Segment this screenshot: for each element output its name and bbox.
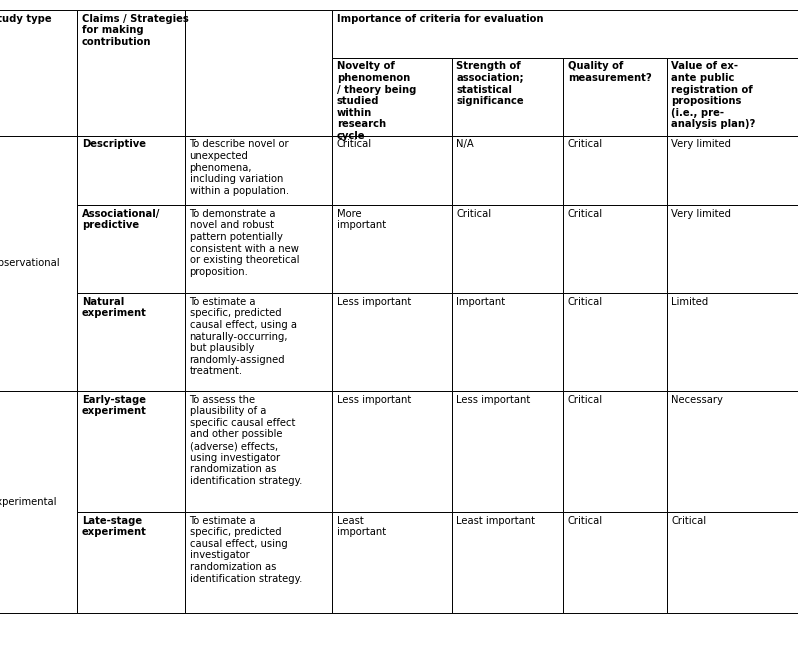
- Bar: [332, 205, 452, 293]
- Text: Early-stage
experiment: Early-stage experiment: [82, 395, 147, 416]
- Text: To estimate a
specific, predicted
causal effect, using
investigator
randomizatio: To estimate a specific, predicted causal…: [190, 516, 302, 584]
- Text: Descriptive: Descriptive: [82, 139, 146, 149]
- Text: Least
important: Least important: [337, 516, 386, 537]
- Text: To demonstrate a
novel and robust
pattern potentially
consistent with a new
or e: To demonstrate a novel and robust patter…: [190, 209, 299, 277]
- Text: Claims / Strategies
for making
contribution: Claims / Strategies for making contribut…: [82, 14, 189, 47]
- Bar: [452, 293, 563, 391]
- Text: Associational/
predictive: Associational/ predictive: [82, 209, 160, 231]
- Bar: [332, 136, 452, 205]
- Bar: [332, 58, 452, 136]
- Bar: [0, 391, 77, 613]
- Bar: [452, 205, 563, 293]
- Bar: [77, 391, 185, 512]
- Bar: [452, 512, 563, 613]
- Bar: [452, 136, 563, 205]
- Text: Quality of
measurement?: Quality of measurement?: [568, 61, 652, 83]
- Bar: [563, 512, 666, 613]
- Bar: [666, 58, 798, 136]
- Text: Very limited: Very limited: [671, 139, 732, 149]
- Bar: [666, 391, 798, 512]
- Bar: [185, 293, 332, 391]
- Bar: [563, 136, 666, 205]
- Text: Critical: Critical: [568, 395, 603, 405]
- Text: Critical: Critical: [568, 297, 603, 307]
- Text: Value of ex-
ante public
registration of
propositions
(i.e., pre-
analysis plan): Value of ex- ante public registration of…: [671, 61, 756, 130]
- Text: Critical: Critical: [568, 209, 603, 219]
- Bar: [332, 391, 452, 512]
- Bar: [185, 391, 332, 512]
- Bar: [332, 512, 452, 613]
- Text: N/A: N/A: [456, 139, 474, 149]
- Text: To describe novel or
unexpected
phenomena,
including variation
within a populati: To describe novel or unexpected phenomen…: [190, 139, 289, 196]
- Text: Importance of criteria for evaluation: Importance of criteria for evaluation: [337, 14, 543, 24]
- Bar: [563, 293, 666, 391]
- Text: Novelty of
phenomenon
/ theory being
studied
within
research
cycle: Novelty of phenomenon / theory being stu…: [337, 61, 417, 141]
- Text: Less important: Less important: [337, 297, 411, 307]
- Text: To estimate a
specific, predicted
causal effect, using a
naturally-occurring,
bu: To estimate a specific, predicted causal…: [190, 297, 297, 376]
- Bar: [452, 58, 563, 136]
- Bar: [185, 512, 332, 613]
- Text: Observational: Observational: [0, 258, 60, 268]
- Text: Study type: Study type: [0, 14, 52, 24]
- Bar: [332, 293, 452, 391]
- Bar: [77, 136, 185, 205]
- Bar: [185, 205, 332, 293]
- Text: Important: Important: [456, 297, 505, 307]
- Bar: [563, 205, 666, 293]
- Bar: [185, 136, 332, 205]
- Text: More
important: More important: [337, 209, 386, 231]
- Text: Very limited: Very limited: [671, 209, 732, 219]
- Text: Strength of
association;
statistical
significance: Strength of association; statistical sig…: [456, 61, 524, 106]
- Text: To assess the
plausibility of a
specific causal effect
and other possible
(adver: To assess the plausibility of a specific…: [190, 395, 302, 486]
- Bar: [666, 136, 798, 205]
- Bar: [77, 512, 185, 613]
- Text: Natural
experiment: Natural experiment: [82, 297, 147, 319]
- Text: Critical: Critical: [568, 139, 603, 149]
- Bar: [666, 512, 798, 613]
- Bar: [0, 136, 77, 391]
- Text: Critical: Critical: [456, 209, 492, 219]
- Bar: [185, 10, 332, 136]
- Bar: [0, 10, 77, 136]
- Bar: [666, 293, 798, 391]
- Bar: [332, 10, 798, 58]
- Text: Critical: Critical: [337, 139, 372, 149]
- Text: Experimental: Experimental: [0, 496, 57, 507]
- Text: Least important: Least important: [456, 516, 535, 525]
- Bar: [452, 391, 563, 512]
- Text: Late-stage
experiment: Late-stage experiment: [82, 516, 147, 537]
- Text: Critical: Critical: [568, 516, 603, 525]
- Bar: [77, 10, 185, 136]
- Bar: [563, 58, 666, 136]
- Text: Critical: Critical: [671, 516, 706, 525]
- Bar: [77, 205, 185, 293]
- Bar: [666, 205, 798, 293]
- Bar: [77, 293, 185, 391]
- Text: Necessary: Necessary: [671, 395, 723, 405]
- Text: Limited: Limited: [671, 297, 709, 307]
- Bar: [563, 391, 666, 512]
- Text: Less important: Less important: [456, 395, 531, 405]
- Text: Less important: Less important: [337, 395, 411, 405]
